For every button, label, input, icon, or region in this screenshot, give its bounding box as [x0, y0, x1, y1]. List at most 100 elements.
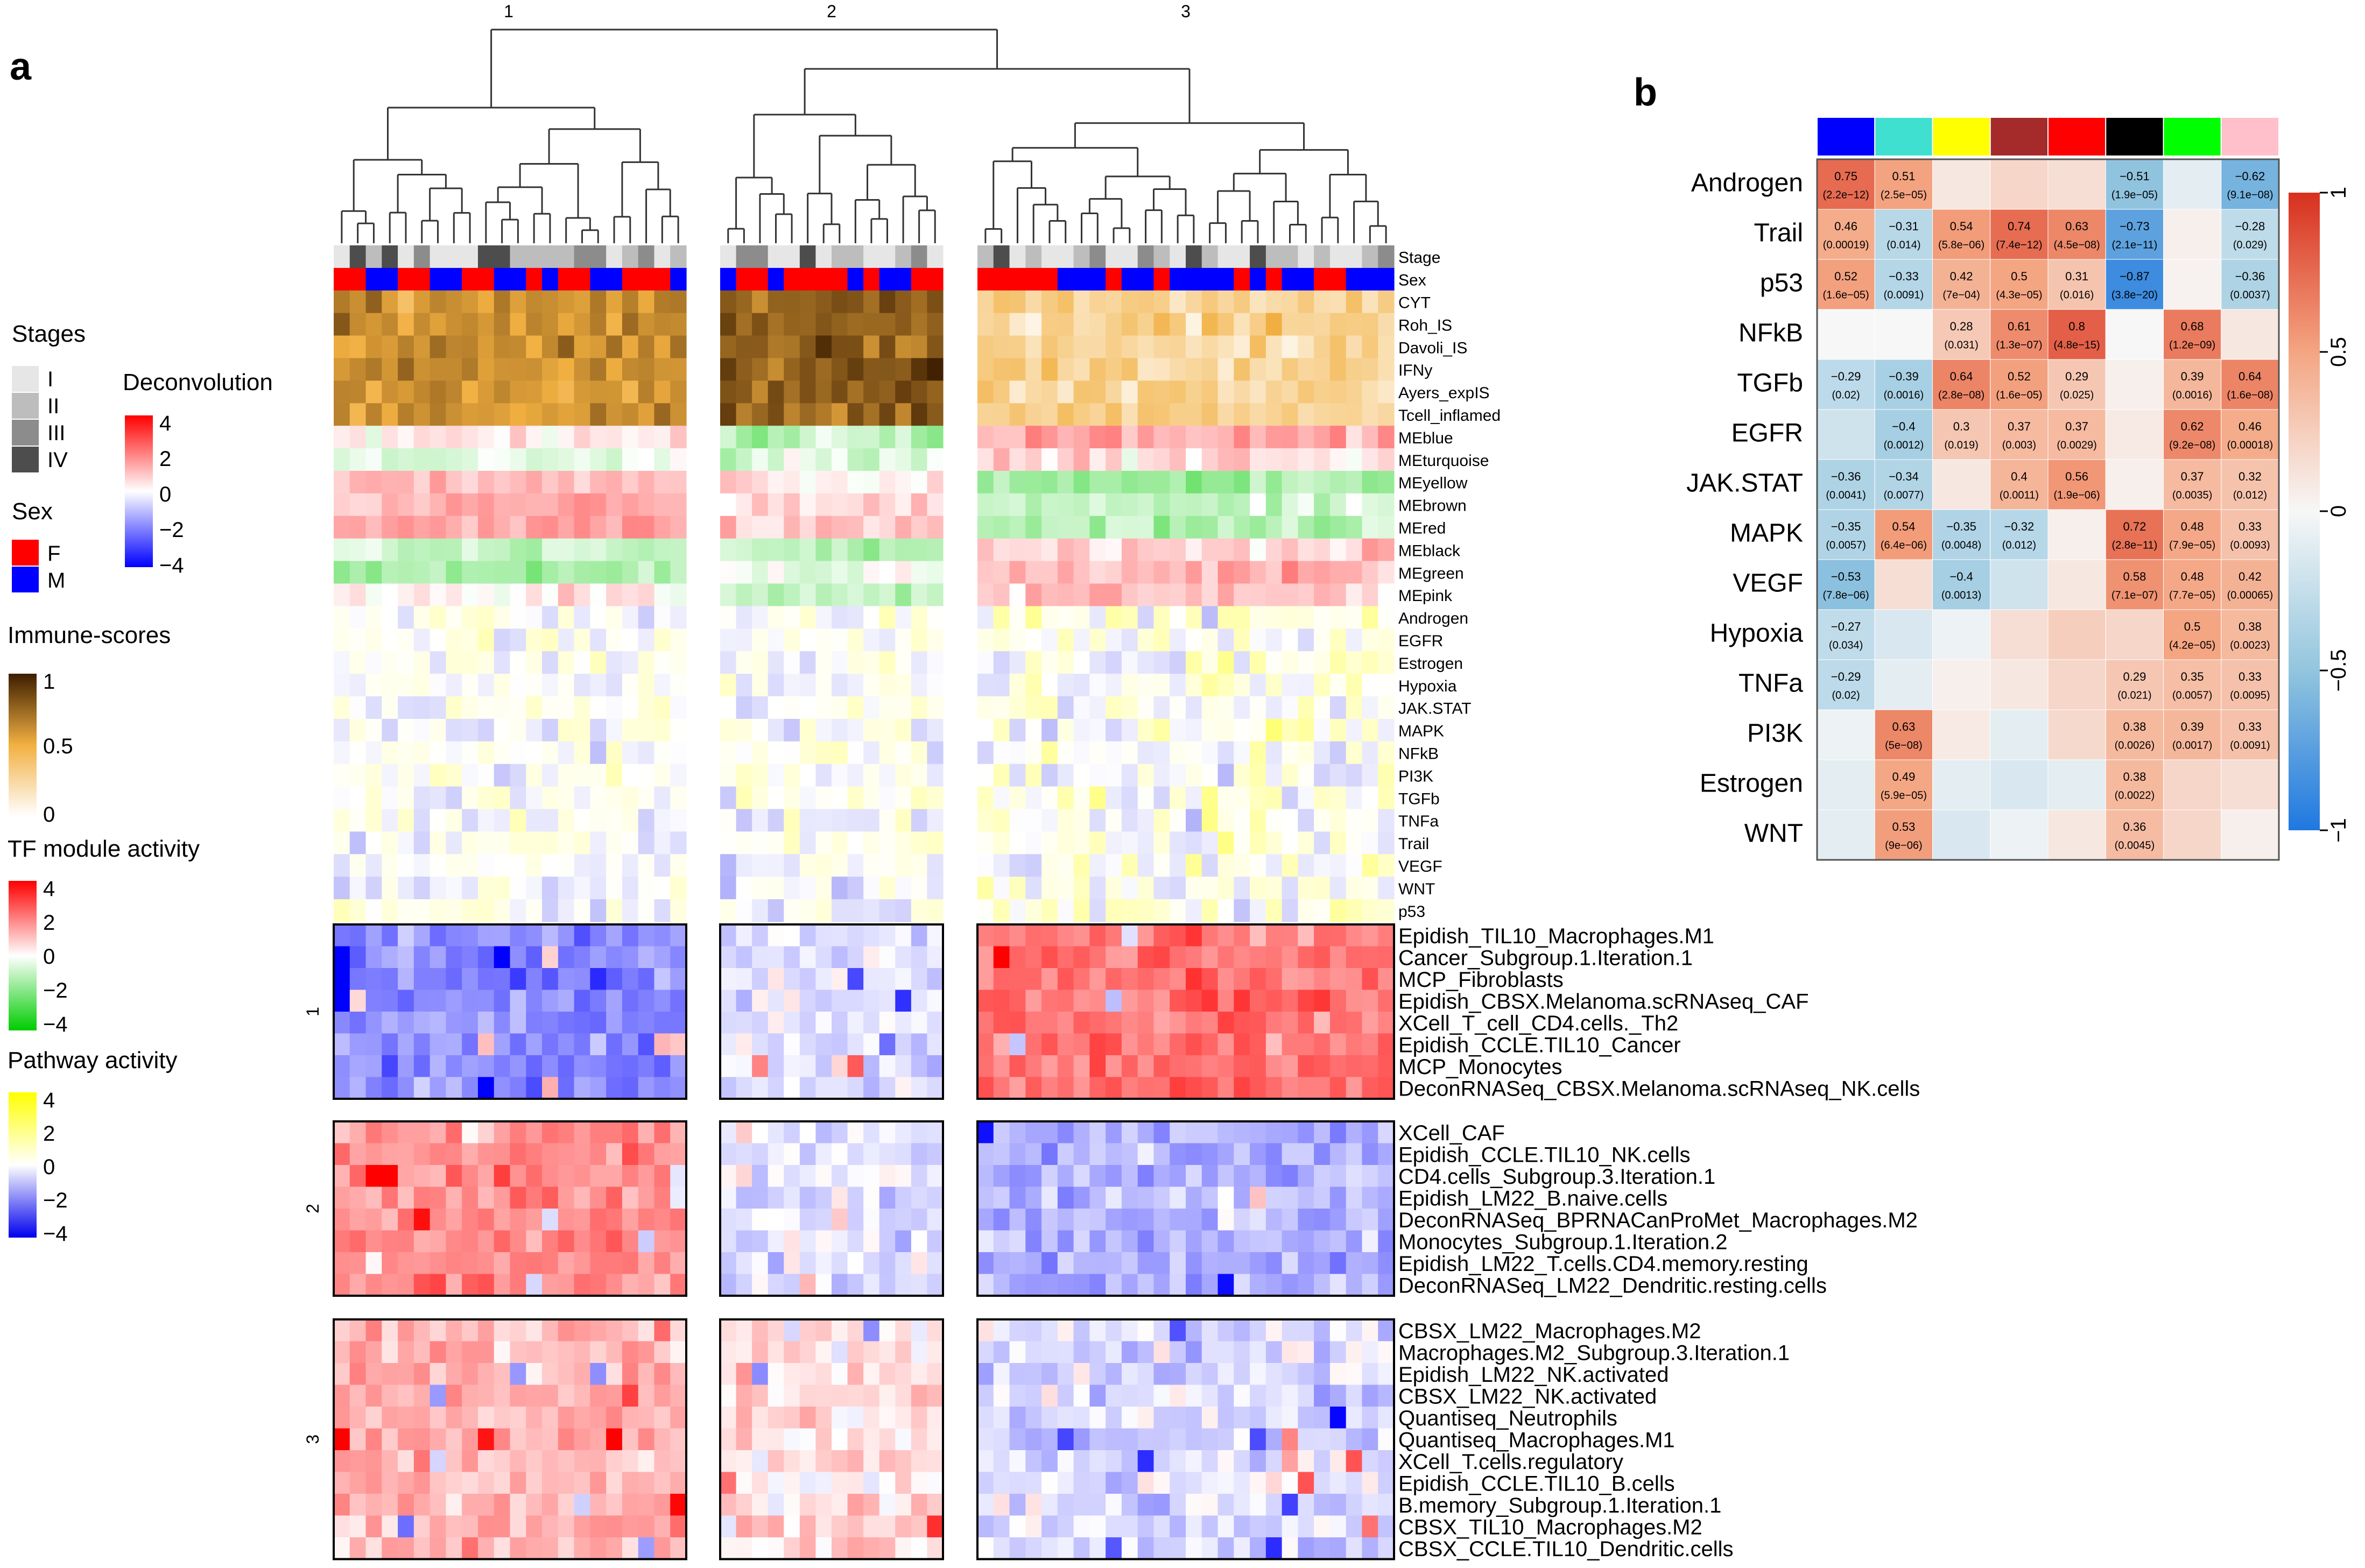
heatmap-cell	[1073, 538, 1090, 562]
heatmap-cell	[1314, 831, 1331, 854]
heatmap-cell	[1025, 809, 1042, 832]
heatmap-cell	[879, 1274, 896, 1296]
heatmap-cell	[1329, 538, 1347, 562]
heatmap-cell	[895, 380, 912, 404]
heatmap-cell	[1346, 1494, 1363, 1516]
heatmap-cell	[895, 267, 912, 291]
heatmap-cell	[1362, 1341, 1378, 1364]
heatmap-cell	[477, 628, 495, 652]
heatmap-cell	[1170, 403, 1186, 426]
heatmap-cell	[654, 358, 671, 381]
heatmap-cell	[430, 651, 447, 674]
heatmap-cell	[526, 1494, 543, 1516]
heatmap-cell	[413, 583, 431, 606]
heatmap-cell	[1234, 1077, 1250, 1099]
heatmap-cell	[349, 1121, 367, 1144]
correlation-cell	[2163, 659, 2222, 710]
heatmap-cell	[1170, 1341, 1186, 1364]
heatmap-cell	[1089, 335, 1106, 359]
heatmap-cell	[720, 561, 737, 584]
heatmap-cell	[430, 1230, 447, 1253]
heatmap-cell	[1121, 1274, 1138, 1296]
heatmap-cell	[542, 1407, 559, 1429]
correlation-cell	[2163, 409, 2222, 460]
heatmap-cell	[574, 899, 590, 922]
heatmap-cell	[398, 471, 414, 494]
heatmap-cell	[622, 380, 639, 404]
heatmap-cell	[638, 831, 655, 854]
heatmap-cell	[477, 290, 495, 314]
correlation-cell	[2163, 309, 2222, 360]
heatmap-cell	[879, 1450, 896, 1473]
heatmap-cell	[477, 267, 495, 291]
heatmap-cell	[1298, 1363, 1314, 1386]
heatmap-cell	[1217, 1472, 1234, 1494]
heatmap-cell	[1057, 561, 1074, 584]
heatmap-cell	[606, 674, 623, 697]
heatmap-cell	[590, 1252, 607, 1275]
heatmap-cell	[574, 245, 590, 269]
heatmap-cell	[558, 809, 575, 832]
correlation-cell	[2047, 459, 2106, 510]
correlation-pvalue-label: (0.0016)	[1884, 390, 1924, 401]
heatmap-cell	[606, 696, 623, 719]
heatmap-cell	[1378, 448, 1395, 471]
heatmap-cell	[1282, 1428, 1298, 1451]
heatmap-cell	[1378, 245, 1395, 269]
heatmap-cell	[1057, 1033, 1074, 1056]
heatmap-cell	[736, 1363, 752, 1386]
heatmap-cell	[1217, 1186, 1234, 1209]
heatmap-cell	[365, 267, 382, 291]
heatmap-cell	[1137, 426, 1155, 449]
correlation-cell	[1874, 559, 1933, 610]
heatmap-cell	[847, 1077, 864, 1099]
correlation-value-label: −0.31	[1889, 220, 1919, 233]
heatmap-cell	[911, 606, 928, 629]
heatmap-cell	[413, 1186, 431, 1209]
heatmap-cell	[510, 786, 526, 810]
heatmap-cell	[1346, 674, 1363, 697]
correlation-cell	[1874, 609, 1933, 660]
correlation-cell	[2105, 609, 2164, 660]
heatmap-cell	[1186, 1319, 1202, 1342]
correlation-pvalue-label: (0.0017)	[2172, 740, 2213, 752]
heatmap-cell	[815, 335, 832, 359]
heatmap-cell	[606, 786, 623, 810]
correlation-pvalue-label: (7.1e−07)	[2111, 590, 2158, 602]
heatmap-cell	[1234, 1186, 1250, 1209]
correlation-pvalue-label: (0.00065)	[2227, 590, 2274, 602]
heatmap-cell	[349, 1515, 367, 1538]
heatmap-cell	[462, 946, 478, 969]
sex-M-label: M	[47, 569, 65, 592]
heatmap-cell	[1025, 1055, 1042, 1078]
group-border	[976, 923, 1395, 1100]
heatmap-cell	[927, 1230, 944, 1253]
heatmap-cell	[799, 1033, 817, 1056]
heatmap-cell	[622, 1319, 639, 1342]
heatmap-cell	[590, 946, 607, 969]
heatmap-cell	[398, 448, 414, 471]
heatmap-cell	[1346, 471, 1363, 494]
heatmap-cell	[526, 313, 543, 336]
heatmap-cell	[1201, 854, 1219, 877]
heatmap-cell	[736, 448, 752, 471]
heatmap-cell	[784, 741, 800, 765]
heatmap-cell	[752, 924, 769, 947]
heatmap-cell	[847, 1165, 864, 1188]
heatmap-cell	[993, 924, 1010, 947]
heatmap-cell	[1378, 515, 1395, 539]
heatmap-cell	[1073, 628, 1090, 652]
heatmap-cell	[927, 1472, 944, 1494]
heatmap-cell	[1282, 471, 1298, 494]
heatmap-cell	[1282, 718, 1298, 742]
heatmap-cell	[863, 1077, 880, 1099]
heatmap-cell	[752, 335, 769, 359]
heatmap-cell	[670, 877, 687, 900]
correlation-value-label: 0.32	[2239, 470, 2262, 483]
heatmap-cell	[1121, 924, 1138, 947]
row-label-cd4.cells_subgroup.3.iteration.1: CD4.cells_Subgroup.3.Iteration.1	[1398, 1165, 1715, 1189]
heatmap-cell	[670, 335, 687, 359]
module-swatch-turquoise	[1874, 117, 1933, 157]
heatmap-cell	[398, 831, 414, 854]
correlation-cell	[2221, 259, 2279, 310]
